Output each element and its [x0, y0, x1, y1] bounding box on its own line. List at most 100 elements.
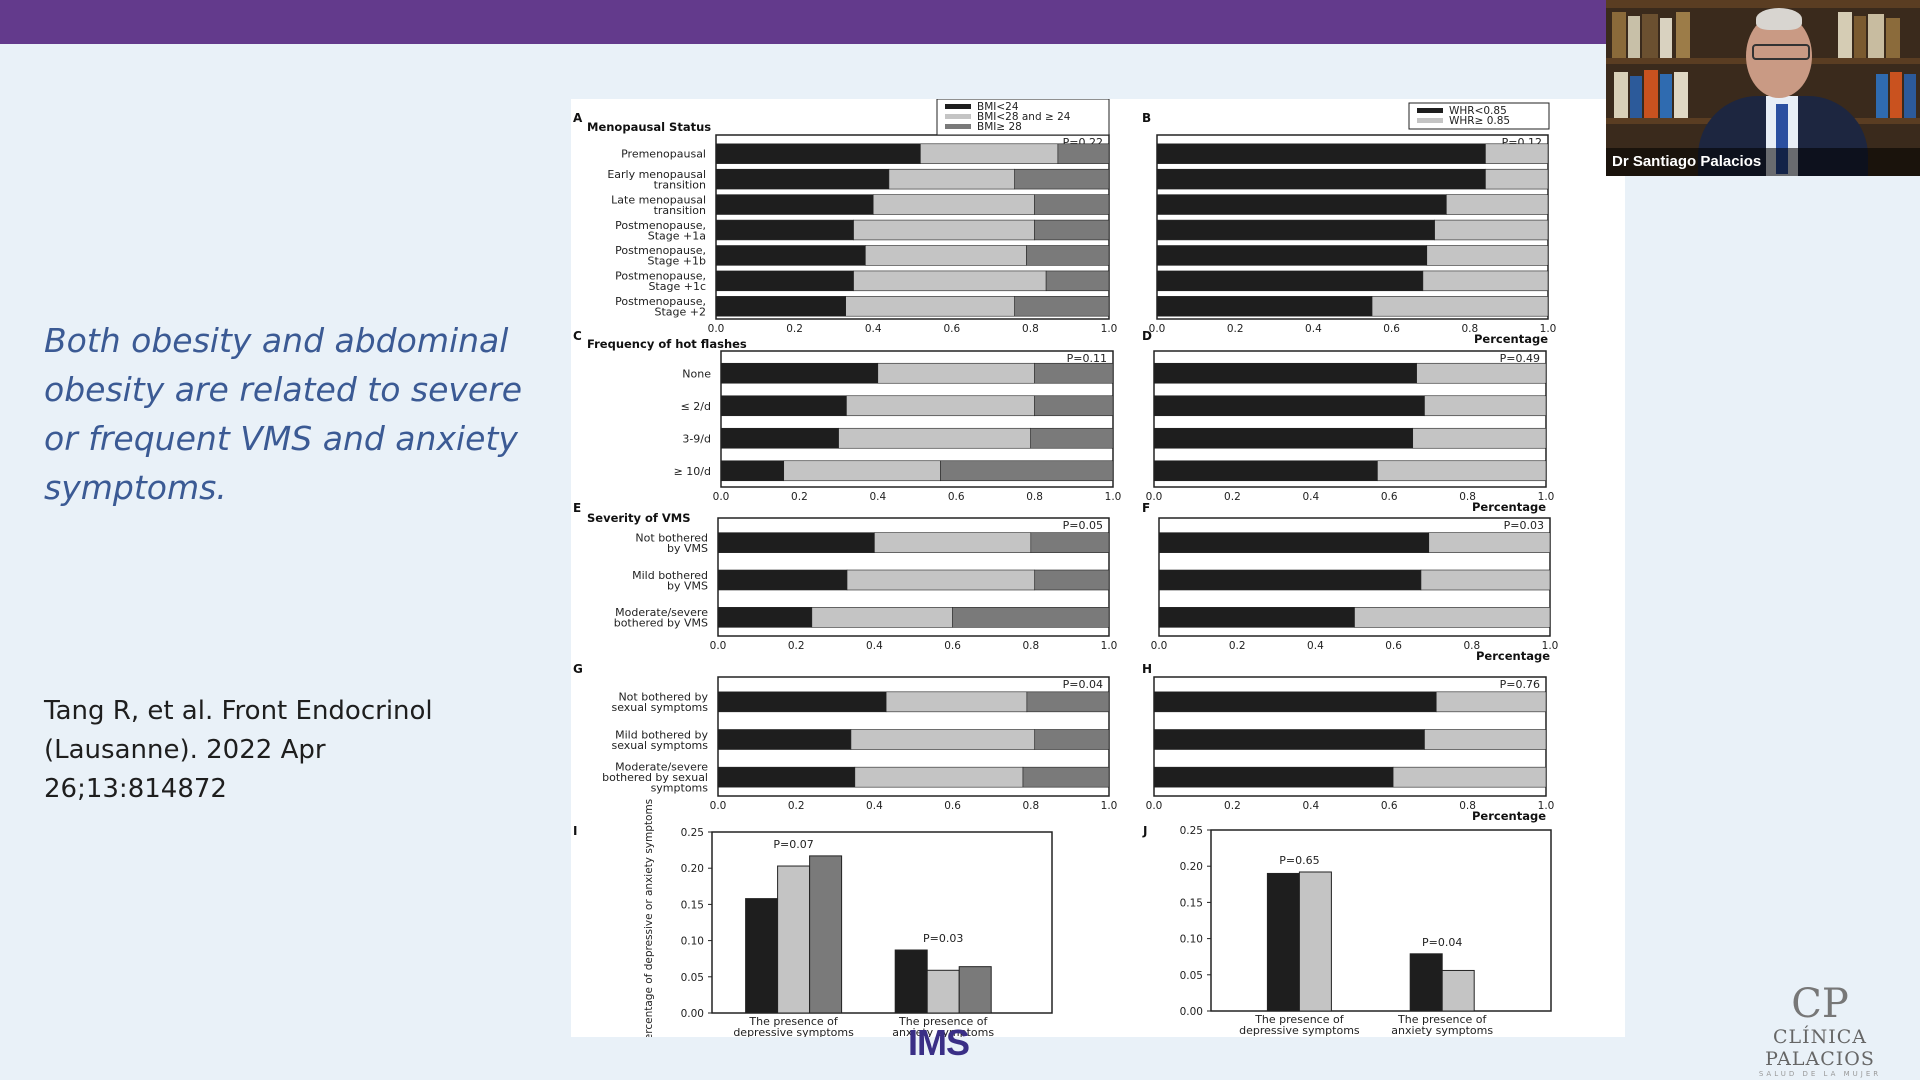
panel-c-bar-segment — [1030, 427, 1114, 449]
panel-d-bar-segment — [1424, 395, 1547, 417]
panel-i-category-label: The presence of — [898, 1015, 988, 1028]
panel-g-bar-segment — [1022, 766, 1110, 788]
panel-b-bar-segment — [1156, 194, 1447, 215]
panel-g-tick: 0.0 — [710, 800, 727, 812]
panel-h-tick: 1.0 — [1538, 800, 1555, 812]
panel-f-tick: 0.4 — [1307, 640, 1324, 652]
panel-i-ytick: 0.20 — [681, 863, 704, 875]
panel-g-bar-segment — [854, 766, 1024, 788]
panel-j-frame — [1210, 829, 1552, 1012]
panel-j-category-label: anxiety symptoms — [1391, 1024, 1493, 1037]
panel-a-category-label: Postmenopause, — [615, 219, 706, 232]
panel-b-tick: 0.6 — [1383, 323, 1400, 335]
panel-g-category-label: Not bothered by — [618, 691, 708, 704]
panel-j-letter: J — [1142, 824, 1147, 838]
panel-b-bar-segment — [1485, 168, 1549, 190]
panel-a-bar-segment — [888, 168, 1015, 190]
panel-c-bar-segment — [783, 460, 941, 482]
panel-d-tick: 0.2 — [1224, 491, 1241, 503]
panel-f-pvalue: P=0.03 — [1504, 519, 1544, 532]
panel-i-category-label: anxiety symptoms — [892, 1026, 994, 1037]
panel-c-bar-segment — [877, 362, 1035, 384]
panel-h-bar-segment — [1153, 729, 1425, 750]
panel-b-bar-segment — [1434, 219, 1549, 241]
panel-i-ylabel: Percentage of depressive or anxiety symp… — [643, 799, 655, 1037]
panel-a-tick: 0.0 — [708, 323, 725, 335]
panel-i-bar — [958, 966, 992, 1014]
panel-e-tick: 0.0 — [710, 640, 727, 652]
panel-i-bar — [777, 865, 811, 1014]
panel-a-bar-segment — [1034, 219, 1110, 241]
panel-f-bar-segment — [1354, 607, 1551, 628]
panel-a-bar-segment — [715, 194, 874, 215]
panel-b-bar-segment — [1156, 219, 1435, 241]
panel-j-category-label: depressive symptoms — [1239, 1024, 1360, 1037]
panel-h-bar-segment — [1424, 729, 1547, 750]
panel-f-bar-segment — [1158, 532, 1430, 553]
panel-e-letter: E — [573, 501, 581, 515]
panel-b-bar-segment — [1156, 143, 1486, 164]
panel-h-xlabel: Percentage — [1472, 809, 1546, 823]
panel-b-tick: 0.8 — [1461, 323, 1478, 335]
panel-f-xlabel: Percentage — [1476, 649, 1550, 663]
panel-e-title: Severity of VMS — [587, 511, 691, 525]
legend-bmi-swatch — [945, 124, 971, 129]
panel-a-category-label: Premenopausal — [621, 148, 706, 161]
panel-h-pvalue: P=0.76 — [1500, 678, 1540, 691]
panel-e-pvalue: P=0.05 — [1063, 519, 1103, 532]
panel-g-category-label: Mild bothered by — [615, 728, 708, 741]
panel-b-bar-segment — [1485, 143, 1549, 164]
panel-j-ytick: 0.00 — [1180, 1006, 1203, 1018]
legend-bmi-label: BMI≥ 28 — [977, 121, 1022, 133]
panel-j-category-label: The presence of — [1254, 1013, 1344, 1026]
legend-bmi-label: BMI<24 — [977, 101, 1019, 113]
panel-e-category-label: by VMS — [667, 542, 708, 555]
speaker-video: Dr Santiago Palacios — [1606, 0, 1920, 176]
panel-c-tick: 0.2 — [791, 491, 808, 503]
panel-j-ytick: 0.10 — [1180, 934, 1203, 946]
panel-f-bar-segment — [1158, 607, 1355, 628]
panel-c-category-label: None — [682, 367, 711, 380]
panel-e-bar-segment — [717, 532, 875, 553]
panel-b-bar-segment — [1156, 296, 1373, 317]
panel-c-tick: 0.0 — [713, 491, 730, 503]
clinic-monogram: CP — [1791, 981, 1849, 1027]
panel-a-bar-segment — [715, 168, 890, 190]
panel-b-bar-segment — [1371, 296, 1549, 317]
panel-j-bar — [1266, 872, 1300, 1012]
panel-e-bar-segment — [874, 532, 1032, 553]
panel-a-category-label: Late menopausal — [611, 193, 706, 206]
panel-g-category-label: symptoms — [651, 782, 709, 795]
panel-b-letter: B — [1142, 111, 1151, 125]
panel-g-tick: 1.0 — [1101, 800, 1118, 812]
panel-h-bar-segment — [1435, 691, 1547, 713]
panel-b-tick: 0.4 — [1305, 323, 1322, 335]
panel-a-bar-segment — [1045, 270, 1110, 292]
panel-b-xlabel: Percentage — [1474, 332, 1548, 346]
panel-g-pvalue: P=0.04 — [1063, 678, 1103, 691]
panel-a-category-label: Postmenopause, — [615, 295, 706, 308]
panel-a-bar-segment — [715, 219, 854, 241]
panel-e-bar-segment — [811, 607, 953, 628]
panel-a-title: Menopausal Status — [587, 120, 711, 134]
panel-c-tick: 0.4 — [869, 491, 886, 503]
panel-j-ytick: 0.15 — [1180, 897, 1203, 909]
panel-i-category-label: The presence of — [748, 1015, 838, 1028]
glasses — [1752, 44, 1810, 60]
legend-whr-swatch — [1417, 118, 1443, 123]
panel-f-tick: 1.0 — [1542, 640, 1559, 652]
panel-c-bar-segment — [1034, 395, 1114, 417]
panel-i-ytick: 0.00 — [681, 1008, 704, 1020]
panel-i-ytick: 0.10 — [681, 936, 704, 948]
speaker-hair — [1756, 8, 1802, 30]
panel-i-pvalue: P=0.03 — [923, 932, 963, 945]
panel-j-pvalue: P=0.65 — [1279, 854, 1319, 867]
panel-c-bar-segment — [846, 395, 1035, 417]
panel-d-bar-segment — [1153, 395, 1425, 417]
panel-g-category-label: sexual symptoms — [611, 739, 708, 752]
panel-a-category-label: Early menopausal — [607, 168, 706, 181]
panel-a-category-label: Stage +1b — [648, 255, 706, 268]
panel-b-bar-segment — [1426, 245, 1549, 266]
panel-g-bar-segment — [1026, 691, 1110, 713]
panel-g-category-label: Moderate/severe — [615, 761, 708, 774]
